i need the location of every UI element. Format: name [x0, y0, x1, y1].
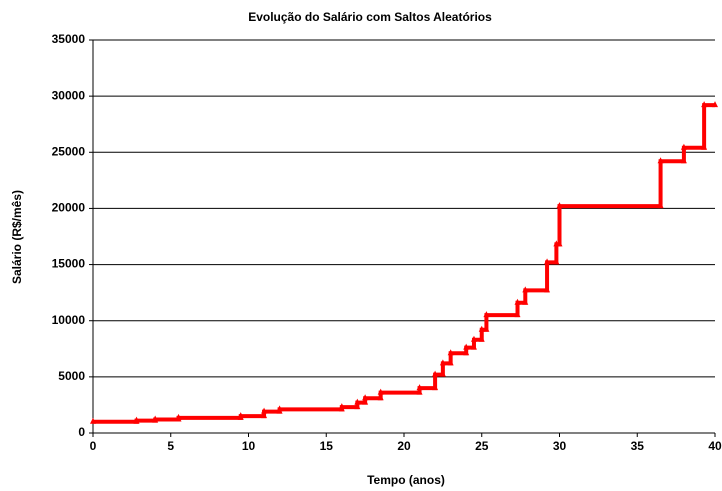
point-marker — [152, 415, 159, 422]
point-marker — [439, 370, 446, 377]
y-tick-label: 0 — [78, 425, 85, 439]
point-marker — [416, 388, 423, 395]
y-tick-label: 20000 — [52, 201, 86, 215]
point-marker — [175, 413, 182, 420]
point-marker — [416, 384, 423, 391]
point-marker — [432, 384, 439, 391]
point-marker — [657, 157, 664, 164]
x-tick-label: 20 — [397, 439, 411, 453]
x-tick-label: 10 — [242, 439, 256, 453]
y-tick-label: 35000 — [52, 32, 86, 46]
point-marker — [680, 157, 687, 164]
point-marker — [237, 412, 244, 419]
point-marker — [522, 286, 529, 293]
point-marker — [470, 335, 477, 342]
point-marker — [377, 388, 384, 395]
point-marker — [362, 394, 369, 401]
x-axis-label: Tempo (anos) — [367, 473, 445, 487]
point-marker — [522, 298, 529, 305]
point-marker — [514, 298, 521, 305]
y-tick-label: 5000 — [58, 369, 85, 383]
x-tick-label: 25 — [475, 439, 489, 453]
x-tick-label: 35 — [631, 439, 645, 453]
point-marker — [377, 394, 384, 401]
x-tick-label: 0 — [90, 439, 97, 453]
point-marker — [701, 101, 708, 108]
y-tick-label: 15000 — [52, 257, 86, 271]
point-marker — [483, 311, 490, 318]
x-tick-label: 15 — [320, 439, 334, 453]
point-marker — [553, 258, 560, 265]
point-marker — [478, 335, 485, 342]
point-marker — [276, 405, 283, 412]
x-tick-label: 5 — [167, 439, 174, 453]
x-tick-label: 40 — [708, 439, 722, 453]
point-marker — [133, 416, 140, 423]
y-tick-label: 25000 — [52, 144, 86, 158]
point-marker — [261, 407, 268, 414]
point-marker — [712, 101, 718, 108]
point-marker — [657, 202, 664, 209]
point-marker — [556, 240, 563, 247]
y-tick-label: 10000 — [52, 313, 86, 327]
point-marker — [556, 202, 563, 209]
y-tick-label: 30000 — [52, 88, 86, 102]
point-marker — [680, 143, 687, 150]
point-marker — [439, 359, 446, 366]
point-marker — [362, 398, 369, 405]
point-marker — [463, 343, 470, 350]
point-marker — [470, 343, 477, 350]
point-marker — [447, 349, 454, 356]
point-marker — [261, 412, 268, 419]
chart-title: Evolução do Salário com Saltos Aleatório… — [248, 10, 492, 24]
point-marker — [544, 286, 551, 293]
y-axis-label: Salário (R$/mês) — [10, 190, 24, 284]
point-marker — [432, 370, 439, 377]
point-marker — [354, 403, 361, 410]
point-marker — [463, 349, 470, 356]
point-marker — [338, 403, 345, 410]
point-marker — [90, 417, 96, 424]
point-marker — [447, 359, 454, 366]
point-marker — [544, 258, 551, 265]
point-marker — [514, 311, 521, 318]
point-marker — [483, 325, 490, 332]
point-marker — [701, 143, 708, 150]
point-marker — [478, 325, 485, 332]
point-marker — [354, 398, 361, 405]
x-tick-label: 30 — [553, 439, 567, 453]
